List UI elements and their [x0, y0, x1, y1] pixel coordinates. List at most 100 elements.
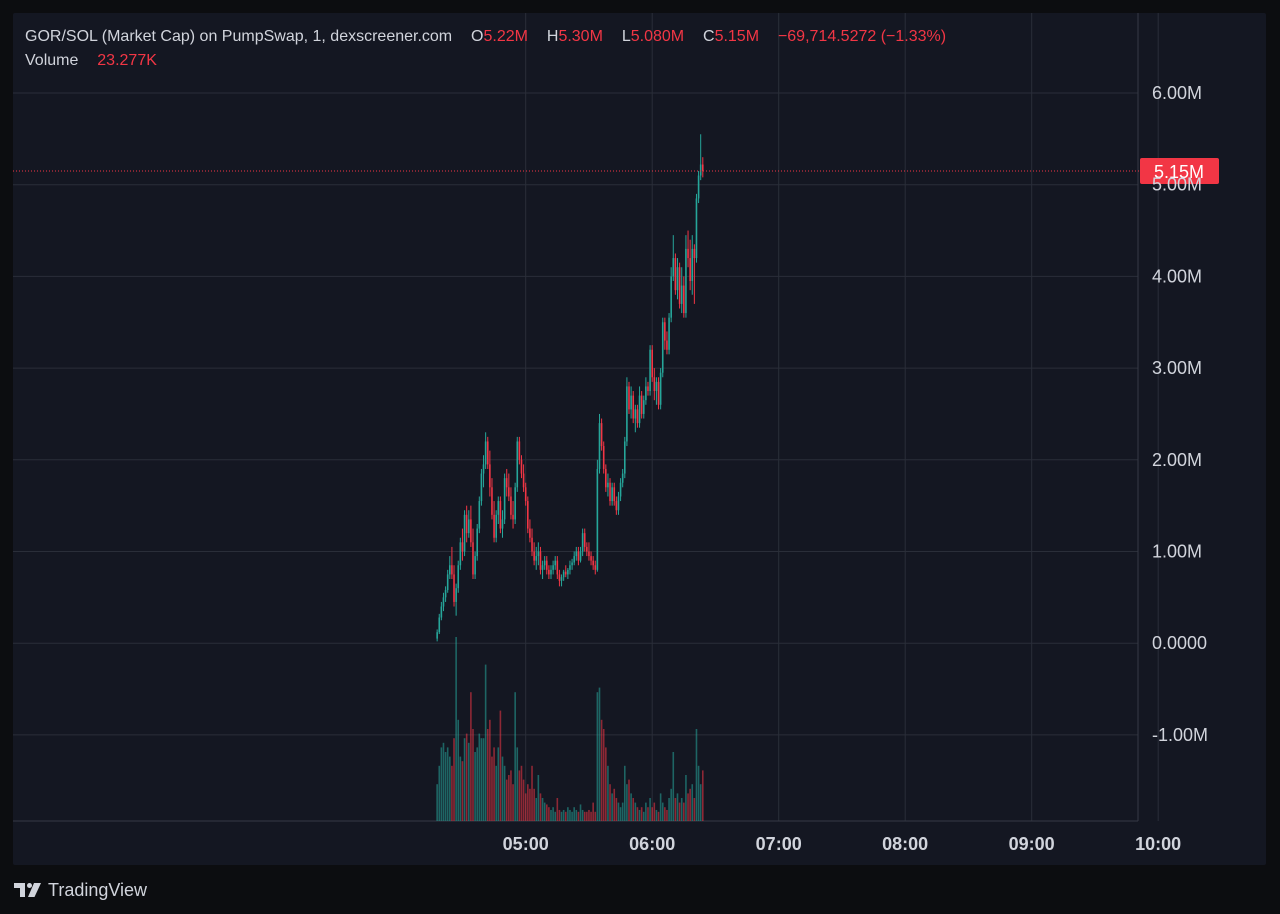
candle[interactable]	[685, 235, 687, 318]
candle[interactable]	[470, 506, 472, 547]
candle[interactable]	[476, 524, 478, 561]
candle[interactable]	[580, 547, 582, 563]
candle[interactable]	[675, 253, 677, 294]
candle[interactable]	[622, 469, 624, 487]
candle[interactable]	[567, 568, 569, 579]
candle[interactable]	[689, 240, 691, 290]
candle[interactable]	[445, 586, 447, 602]
candle[interactable]	[464, 510, 466, 556]
candle[interactable]	[487, 437, 489, 469]
candle[interactable]	[641, 391, 643, 419]
candle[interactable]	[479, 496, 481, 533]
candle[interactable]	[679, 263, 681, 309]
candle[interactable]	[472, 529, 474, 579]
candle[interactable]	[474, 552, 476, 580]
candle[interactable]	[563, 570, 565, 581]
candle[interactable]	[550, 565, 552, 579]
candle[interactable]	[497, 496, 499, 524]
candle[interactable]	[500, 496, 502, 533]
candle[interactable]	[514, 483, 516, 524]
candle[interactable]	[670, 267, 672, 322]
candle[interactable]	[628, 382, 630, 414]
candle[interactable]	[607, 474, 609, 497]
candle[interactable]	[491, 478, 493, 519]
candle[interactable]	[460, 538, 462, 570]
candle[interactable]	[611, 483, 613, 506]
candle[interactable]	[605, 464, 607, 492]
candle[interactable]	[687, 231, 689, 268]
candle[interactable]	[637, 405, 639, 428]
candle[interactable]	[601, 419, 603, 451]
candle[interactable]	[649, 345, 651, 395]
candle[interactable]	[502, 510, 504, 538]
candle[interactable]	[626, 377, 628, 446]
candle[interactable]	[654, 368, 656, 400]
candle[interactable]	[449, 556, 451, 579]
tradingview-attribution[interactable]: TradingView	[14, 878, 147, 902]
candle[interactable]	[506, 469, 508, 497]
candle[interactable]	[510, 487, 512, 519]
candle[interactable]	[561, 574, 563, 586]
candle[interactable]	[643, 396, 645, 419]
candle[interactable]	[527, 496, 529, 533]
candle[interactable]	[698, 171, 700, 203]
candle[interactable]	[645, 377, 647, 405]
candle[interactable]	[493, 501, 495, 542]
candle[interactable]	[535, 547, 537, 570]
candle[interactable]	[603, 441, 605, 473]
candle[interactable]	[525, 483, 527, 506]
candle[interactable]	[599, 414, 601, 474]
candle[interactable]	[489, 451, 491, 497]
x-axis[interactable]: 05:0006:0007:0008:0009:0010:00	[503, 834, 1182, 854]
candle[interactable]	[523, 464, 525, 492]
candle[interactable]	[462, 529, 464, 561]
candle[interactable]	[691, 235, 693, 295]
candle[interactable]	[533, 542, 535, 565]
candle[interactable]	[586, 542, 588, 556]
candle[interactable]	[559, 570, 561, 587]
candle[interactable]	[613, 483, 615, 506]
candle[interactable]	[683, 276, 685, 317]
candle[interactable]	[542, 561, 544, 579]
candle[interactable]	[672, 235, 674, 281]
candle[interactable]	[554, 556, 556, 570]
candle[interactable]	[443, 593, 445, 611]
candle[interactable]	[544, 556, 546, 570]
candle[interactable]	[624, 437, 626, 478]
candle[interactable]	[651, 345, 653, 382]
candle[interactable]	[594, 561, 596, 575]
candle[interactable]	[660, 368, 662, 409]
candle[interactable]	[632, 391, 634, 423]
candle[interactable]	[516, 437, 518, 492]
volume-label[interactable]: Volume	[25, 52, 78, 69]
candle[interactable]	[694, 244, 696, 304]
candle[interactable]	[635, 405, 637, 433]
candle[interactable]	[481, 469, 483, 506]
candle[interactable]	[590, 552, 592, 566]
candle[interactable]	[529, 519, 531, 542]
candle[interactable]	[552, 561, 554, 575]
y-axis[interactable]: 6.00M5.00M4.00M3.00M2.00M1.00M0.0000-1.0…	[1152, 83, 1208, 745]
candle[interactable]	[512, 501, 514, 529]
candle[interactable]	[609, 478, 611, 506]
candle[interactable]	[457, 561, 459, 593]
candle[interactable]	[597, 460, 599, 572]
symbol-title[interactable]: GOR/SOL (Market Cap) on PumpSwap, 1, dex…	[25, 28, 452, 45]
candle[interactable]	[639, 386, 641, 427]
candle[interactable]	[658, 377, 660, 409]
candle[interactable]	[620, 478, 622, 501]
candle[interactable]	[521, 455, 523, 478]
candle[interactable]	[647, 382, 649, 396]
candle[interactable]	[588, 542, 590, 560]
candle[interactable]	[666, 331, 668, 354]
candle[interactable]	[565, 565, 567, 577]
candle[interactable]	[504, 474, 506, 524]
candle[interactable]	[495, 510, 497, 542]
candle[interactable]	[616, 496, 618, 514]
candle[interactable]	[662, 318, 664, 378]
candle[interactable]	[447, 570, 449, 593]
candle[interactable]	[468, 510, 470, 538]
candle[interactable]	[546, 556, 548, 574]
candle[interactable]	[455, 584, 457, 616]
candle[interactable]	[466, 506, 468, 543]
